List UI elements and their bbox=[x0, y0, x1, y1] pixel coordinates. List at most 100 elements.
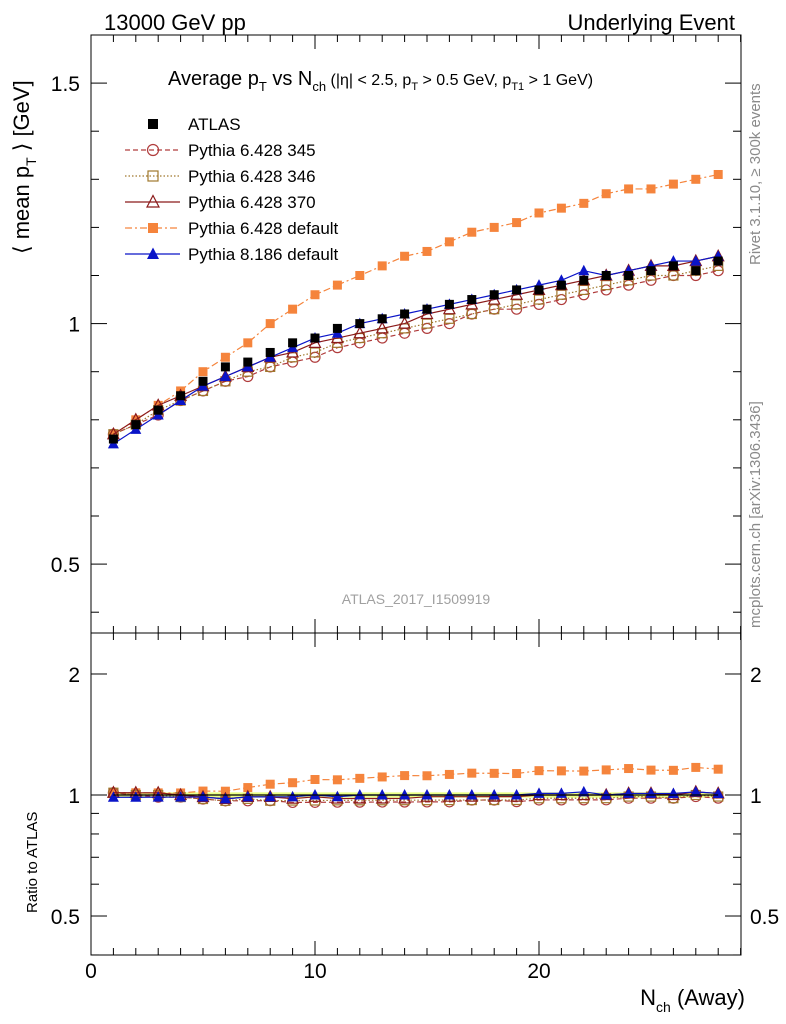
ratio-y-tick-label-right: 1 bbox=[750, 785, 762, 808]
data-point bbox=[377, 314, 387, 324]
data-point bbox=[422, 246, 432, 256]
main-title: Average pT vs Nch (|η| < 2.5, pT > 0.5 G… bbox=[168, 68, 593, 94]
data-point bbox=[511, 299, 522, 310]
ratio-data-point bbox=[399, 789, 411, 800]
data-point bbox=[220, 362, 230, 372]
data-point bbox=[624, 271, 634, 280]
ratio-y-axis-label: Ratio to ATLAS bbox=[24, 812, 41, 913]
legend-label: Pythia 6.428 345 bbox=[188, 141, 316, 160]
ratio-data-point bbox=[713, 764, 723, 774]
x-axis-label: Nch (Away) bbox=[640, 985, 745, 1015]
data-point bbox=[265, 361, 276, 372]
ratio-data-point bbox=[331, 790, 343, 802]
x-tick-label: 0 bbox=[85, 960, 97, 983]
ratio-data-point bbox=[152, 791, 164, 802]
data-point bbox=[153, 405, 163, 415]
x-tick-label: 20 bbox=[527, 960, 550, 983]
legend-label: Pythia 6.428 default bbox=[188, 219, 339, 238]
ratio-data-point bbox=[219, 792, 231, 804]
ratio-data-point bbox=[443, 789, 455, 800]
data-point bbox=[198, 376, 208, 386]
data-point bbox=[668, 179, 678, 189]
ratio-data-point bbox=[467, 768, 477, 778]
data-point bbox=[444, 313, 455, 324]
ratio-data-point bbox=[534, 766, 544, 776]
ratio-data-point bbox=[107, 791, 119, 802]
data-point bbox=[534, 285, 544, 295]
legend-label: Pythia 8.186 default bbox=[188, 245, 339, 264]
ratio-data-point bbox=[646, 765, 656, 775]
ratio-data-point bbox=[422, 771, 432, 781]
ratio-data-point bbox=[310, 775, 320, 785]
ratio-data-point bbox=[242, 790, 254, 802]
series-line bbox=[113, 255, 719, 445]
data-point bbox=[265, 319, 275, 329]
ratio-data-point bbox=[332, 775, 342, 785]
data-point bbox=[375, 321, 389, 334]
series-line bbox=[113, 270, 719, 435]
header-left: 13000 GeV pp bbox=[104, 10, 246, 35]
data-point bbox=[578, 284, 589, 296]
legend-marker bbox=[147, 170, 159, 182]
ratio-data-point bbox=[690, 785, 702, 797]
data-point bbox=[310, 290, 320, 300]
ratio-data-point bbox=[376, 789, 388, 800]
data-point bbox=[310, 333, 320, 343]
data-point bbox=[243, 357, 253, 367]
data-point bbox=[422, 304, 432, 314]
ratio-data-point bbox=[355, 773, 365, 783]
data-point bbox=[579, 275, 589, 285]
data-point bbox=[579, 198, 589, 208]
main-y-tick-label: 1 bbox=[68, 314, 80, 337]
data-point bbox=[444, 299, 454, 309]
ratio-data-point bbox=[511, 789, 523, 800]
data-point bbox=[713, 256, 723, 266]
legend-entry: Pythia 8.186 default bbox=[125, 245, 339, 264]
ratio-series-line bbox=[113, 766, 719, 794]
ratio-data-point bbox=[691, 762, 701, 772]
data-point bbox=[353, 325, 367, 339]
x-tick-label: 10 bbox=[303, 960, 326, 983]
ratio-data-point bbox=[243, 783, 253, 793]
data-point bbox=[489, 304, 500, 315]
ratio-data-point bbox=[556, 766, 566, 776]
main-y-tick-label: 1.5 bbox=[51, 73, 80, 96]
data-point bbox=[601, 189, 611, 199]
data-point bbox=[556, 280, 566, 290]
ratio-y-tick-label: 1 bbox=[68, 785, 80, 808]
ratio-data-point bbox=[287, 790, 299, 802]
data-point bbox=[377, 261, 387, 271]
ratio-data-point bbox=[488, 789, 500, 800]
legend-entry: Pythia 6.428 346 bbox=[125, 167, 316, 186]
ratio-series-line bbox=[113, 792, 719, 802]
ratio-plot-frame bbox=[90, 632, 742, 956]
data-point bbox=[624, 184, 634, 194]
data-point bbox=[668, 270, 679, 281]
data-point bbox=[198, 367, 208, 377]
data-point bbox=[601, 271, 611, 280]
main-series-group bbox=[106, 169, 725, 449]
data-point bbox=[489, 222, 499, 232]
data-point bbox=[398, 316, 412, 329]
data-point bbox=[691, 174, 701, 184]
legend-marker bbox=[147, 247, 159, 259]
data-point bbox=[309, 347, 321, 358]
series-line bbox=[113, 265, 719, 435]
rivet-version-label: Rivet 3.1.10, ≥ 300k events bbox=[747, 83, 764, 265]
legend-marker bbox=[146, 143, 160, 157]
series-line bbox=[113, 255, 719, 435]
ratio-data-point bbox=[578, 785, 590, 797]
legend: ATLAS Pythia 6.428 345 Pythia 6.428 346 Pyt… bbox=[125, 115, 339, 264]
data-point bbox=[243, 338, 253, 348]
ratio-data-point bbox=[354, 789, 366, 800]
data-point bbox=[646, 184, 656, 194]
ratio-data-point bbox=[668, 765, 678, 775]
data-point bbox=[601, 280, 612, 291]
ratio-y-tick-label-right: 2 bbox=[750, 664, 762, 687]
header-right: Underlying Event bbox=[567, 10, 735, 35]
ratio-data-point bbox=[601, 765, 611, 775]
data-point bbox=[288, 338, 298, 348]
data-point bbox=[533, 294, 545, 305]
mcplots-reference-label: mcplots.cern.ch [arXiv:1306.3436] bbox=[747, 401, 764, 628]
